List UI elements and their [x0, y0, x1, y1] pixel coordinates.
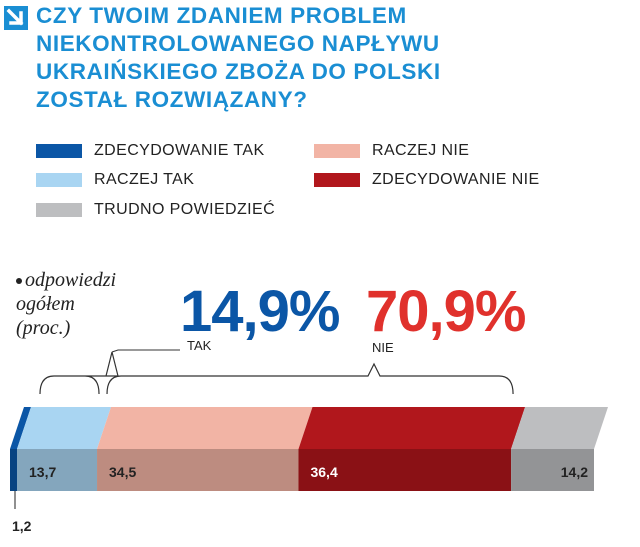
legend-label: RACZEJ NIE	[372, 142, 470, 159]
legend-label: ZDECYDOWANIE TAK	[94, 142, 265, 159]
legend-item-trudno-powiedziec: TRUDNO POWIEDZIEĆ	[36, 201, 275, 219]
data-label: 13,7	[29, 464, 56, 480]
title-line: ZOSTAŁ ROZWIĄZANY?	[36, 87, 308, 112]
bullet-dot	[16, 278, 22, 285]
bar-segment-shade	[511, 449, 594, 491]
title-line: NIEKONTROLOWANEGO NAPŁYWU	[36, 31, 440, 56]
bar-segment-top	[10, 407, 32, 449]
bar-segment-shade	[97, 449, 299, 491]
total-tak-label: TAK	[187, 338, 212, 353]
title-line: CZY TWOIM ZDANIEM PROBLEM	[36, 3, 407, 28]
tak-group-brace	[39, 351, 119, 395]
bar-segment	[17, 449, 98, 491]
total-nie-label: NIE	[372, 340, 394, 355]
legend: ZDECYDOWANIE TAK RACZEJ TAK TRUDNO POWIE…	[36, 138, 596, 222]
bar-segment	[10, 449, 18, 491]
data-label: 34,5	[109, 464, 136, 480]
chart-title: CZY TWOIM ZDANIEM PROBLEM NIEKONTROLOWAN…	[36, 2, 596, 114]
data-label: 14,2	[561, 464, 588, 480]
legend-swatch	[314, 173, 360, 187]
note-line: (proc.)	[16, 317, 71, 339]
tak-leader	[111, 349, 180, 353]
title-line: UKRAIŃSKIEGO ZBOŻA DO POLSKI	[36, 59, 441, 84]
legend-item-zdecydowanie-nie: ZDECYDOWANIE NIE	[314, 171, 540, 189]
bar-segment	[298, 449, 512, 491]
legend-label: ZDECYDOWANIE NIE	[372, 171, 540, 188]
note-line: ogółem	[16, 293, 75, 315]
legend-swatch	[36, 203, 82, 217]
legend-swatch	[36, 173, 82, 187]
bar-segment-top	[511, 407, 608, 449]
bar-segment	[511, 449, 594, 491]
legend-swatch	[314, 144, 360, 158]
note-line: odpowiedzi	[25, 269, 117, 291]
legend-label: TRUDNO POWIEDZIEĆ	[94, 201, 276, 218]
data-label: 1,2	[12, 518, 32, 534]
bar-segment-shade	[298, 449, 512, 491]
legend-swatch	[36, 144, 82, 158]
bar-segment-top	[17, 407, 112, 449]
legend-label: RACZEJ TAK	[94, 171, 195, 188]
bar-segment-shade	[10, 449, 18, 491]
legend-item-raczej-nie: RACZEJ NIE	[314, 142, 469, 160]
bar-segment-top	[97, 407, 313, 449]
nie-group-brace	[106, 362, 514, 395]
bar-segment-top	[298, 407, 526, 449]
total-tak-value: 14,9%	[180, 279, 340, 344]
bar-segment	[97, 449, 299, 491]
data-label: 36,4	[310, 464, 337, 480]
arrow-down-right-icon	[4, 6, 28, 30]
total-nie-value: 70,9%	[366, 279, 526, 344]
legend-item-zdecydowanie-tak: ZDECYDOWANIE TAK	[36, 142, 265, 160]
bar-segment-shade	[17, 449, 98, 491]
legend-item-raczej-tak: RACZEJ TAK	[36, 171, 194, 189]
note-text: odpowiedzi ogółem (proc.)	[16, 268, 166, 340]
